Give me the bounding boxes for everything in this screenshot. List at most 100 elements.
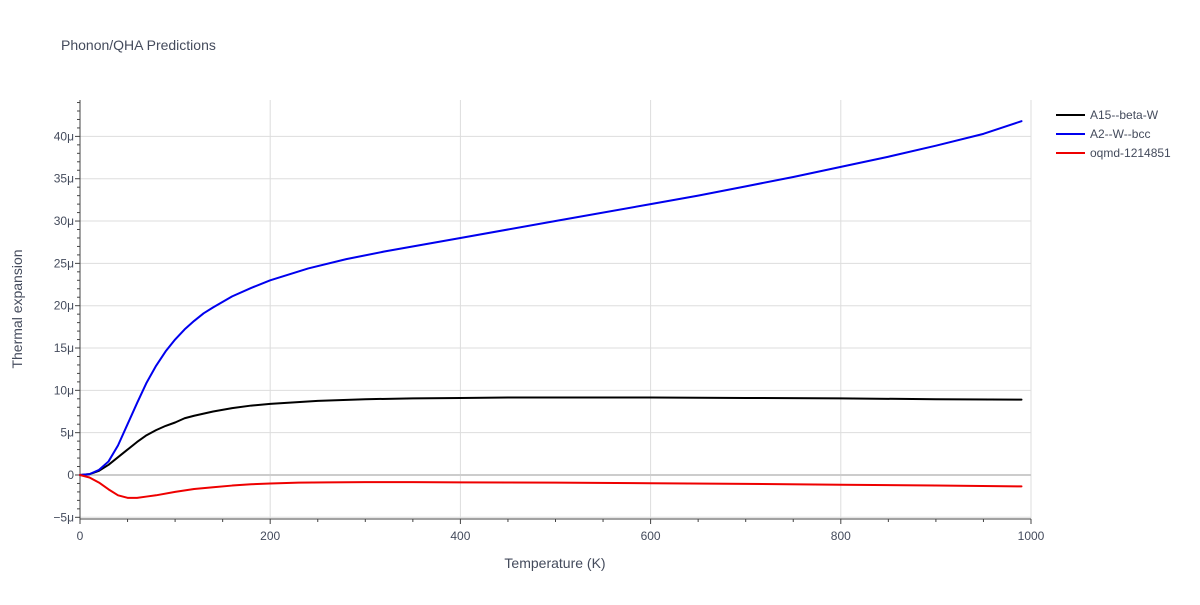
y-axis-title: Thermal expansion [9,249,25,368]
data-point [326,481,328,483]
data-point [174,422,176,424]
data-point [840,166,842,168]
data-point [89,477,91,479]
series-line [79,120,1023,476]
series-line [79,396,1023,476]
data-point [317,400,319,402]
data-point [212,486,214,488]
data-point [108,464,110,466]
data-point [203,312,205,314]
y-tick-label: 0 [67,468,74,482]
data-point [127,497,129,499]
legend-label: A15--beta-W [1090,108,1159,122]
y-tick-label: 40μ [54,129,74,143]
data-point [79,474,81,476]
data-point [269,279,271,281]
data-point [155,429,157,431]
series-line [79,473,1023,499]
legend-item[interactable]: oqmd-1214851 [1056,146,1171,160]
y-tick-label: 30μ [54,214,74,228]
data-point [165,350,167,352]
y-tick-label: 5μ [60,426,74,440]
data-point [117,456,119,458]
data-point [650,203,652,205]
data-point [935,398,937,400]
data-point [127,423,129,425]
data-point [345,258,347,260]
data-point [383,251,385,253]
x-tick-label: 600 [641,529,661,543]
data-point [174,339,176,341]
data-point [127,449,129,451]
legend-label: A2--W--bcc [1090,127,1150,141]
x-tick-label: 400 [450,529,470,543]
data-point [555,397,557,399]
legend-item[interactable]: A2--W--bcc [1056,127,1150,141]
data-point [307,267,309,269]
data-point [459,397,461,399]
data-point [184,328,186,330]
data-point [155,494,157,496]
x-tick-label: 800 [831,529,851,543]
data-point [269,482,271,484]
data-point [155,365,157,367]
x-axis-title: Temperature (K) [504,555,605,571]
data-point [98,469,100,471]
data-point [298,482,300,484]
data-point [887,156,889,158]
legend-item[interactable]: A15--beta-W [1056,108,1159,122]
y-tick-label: −5μ [53,510,74,524]
data-point [412,397,414,399]
data-point [212,410,214,412]
data-point [555,220,557,222]
data-point [146,382,148,384]
y-tick-label: 25μ [54,256,74,270]
y-tick-label: 15μ [54,341,74,355]
data-point [459,481,461,483]
legend[interactable]: A15--beta-W A2--W--bcc oqmd-1214851 [1056,108,1171,160]
data-point [98,482,100,484]
data-point [507,397,509,399]
data-point [840,484,842,486]
series-A2--W--bcc [79,120,1023,476]
y-tick-label: 10μ [54,383,74,397]
data-point [108,460,110,462]
series-A15--beta-W [79,396,1023,476]
data-point [364,398,366,400]
data-point [935,485,937,487]
data-point [935,145,937,147]
data-point [745,397,747,399]
data-point [136,402,138,404]
data-point [697,195,699,197]
chart-title: Phonon/QHA Predictions [61,37,216,53]
data-point [136,441,138,443]
data-point [555,482,557,484]
data-point [1020,120,1022,122]
data-point [165,425,167,427]
data-point [117,444,119,446]
data-point [117,494,119,496]
x-tick-label: 0 [77,529,84,543]
data-point [193,415,195,417]
data-point [745,185,747,187]
legend-label: oqmd-1214851 [1090,146,1171,160]
data-point [231,295,233,297]
data-point [250,405,252,407]
data-point [1020,399,1022,401]
data-point [184,417,186,419]
data-point [146,434,148,436]
data-point [745,483,747,485]
plot-series [79,120,1023,499]
data-point [212,306,214,308]
x-tick-label: 1000 [1018,529,1045,543]
data-point [231,407,233,409]
data-point [650,482,652,484]
data-point [146,496,148,498]
data-point [193,320,195,322]
data-point [231,485,233,487]
data-point [250,483,252,485]
data-point [250,287,252,289]
data-point [193,488,195,490]
